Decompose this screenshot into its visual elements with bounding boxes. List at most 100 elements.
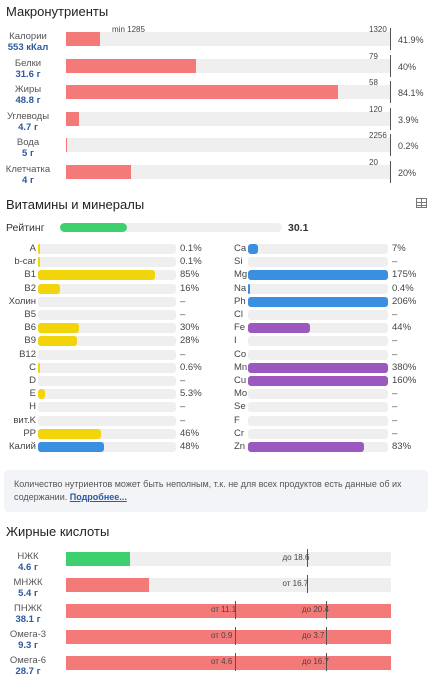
nutrient-label: B6 (24, 322, 36, 334)
nutrient-bar (38, 323, 176, 334)
fat-name: ПНЖК (14, 603, 42, 614)
fat-bar (66, 604, 391, 618)
more-link[interactable]: Подробнее... (69, 492, 127, 502)
fat-name: НЖК (17, 551, 39, 562)
fat-name: МНЖК (13, 577, 43, 588)
nutrient-fill (248, 283, 251, 294)
macro-norm-value: 120 (369, 104, 383, 114)
nutrient-label: вит.K (13, 414, 36, 426)
nutrient-bar (38, 336, 176, 347)
nutrient-bar (248, 323, 388, 334)
nutrient-fill (38, 323, 80, 334)
nutrient-bar (38, 349, 176, 360)
fat-value: 4.6 г (18, 562, 38, 573)
macro-percent: 20% (398, 167, 417, 178)
nutrient-percent: 5.3% (180, 388, 202, 400)
macro-norm-line (390, 54, 391, 77)
nutrient-label: b-car (14, 256, 36, 268)
fat-value: 9.3 г (18, 640, 38, 651)
nutrient-percent: 48% (180, 441, 200, 452)
nutrient-fill (248, 362, 388, 373)
table-icon[interactable] (416, 198, 427, 208)
nutrient-label: Zn (234, 441, 246, 452)
fat-norm-line (306, 575, 308, 593)
nutrient-percent: – (392, 348, 398, 360)
nutrient-percent: – (180, 414, 186, 426)
macro-fill (66, 32, 101, 46)
fats-title: Жирные кислоты (6, 524, 110, 539)
macro-name: Белки (14, 57, 42, 69)
fat-fill (66, 552, 131, 566)
macro-norm-value: 58 (369, 78, 378, 87)
macro-norm-line (390, 81, 391, 103)
nutrient-bar (248, 283, 388, 294)
fat-norm-value: до 18.6 (282, 553, 310, 562)
nutrient-bar (38, 270, 176, 281)
macro-fill (66, 85, 339, 99)
macro-percent: 0.2% (398, 141, 419, 151)
nutrient-percent: 83% (392, 441, 412, 452)
nutrient-percent: – (392, 427, 398, 439)
macro-value: 4 г (22, 174, 34, 186)
macro-percent: 41.9% (398, 35, 424, 45)
nutrient-percent: – (392, 335, 398, 347)
nutrient-label: Si (234, 256, 243, 268)
nutrient-fill (248, 296, 388, 307)
nutrient-label: A (29, 243, 36, 254)
rating-label: Рейтинг (6, 222, 45, 234)
macro-norm-value: 20 (369, 157, 378, 167)
nutrient-fill (38, 362, 41, 373)
nutrient-label: Холин (8, 295, 36, 307)
fat-norm-line (306, 549, 308, 567)
nutrient-label: B1 (24, 269, 36, 281)
nutrient-label: E (29, 388, 36, 400)
macro-label: Вода 5 г (0, 137, 56, 159)
nutrient-percent: 46% (180, 427, 200, 439)
nutrient-fill (248, 323, 310, 334)
nutrient-bar (38, 362, 176, 373)
nutrient-bar (38, 257, 176, 268)
nutrient-label: F (234, 414, 240, 426)
nutrient-label: B12 (19, 348, 36, 360)
nutrient-bar (38, 428, 176, 439)
fat-bar (66, 552, 391, 566)
nutrient-label: Ph (234, 295, 246, 307)
nutrient-bar (248, 442, 388, 452)
nutrient-percent: 0.1% (180, 243, 202, 254)
nutrient-bar (248, 270, 388, 281)
fat-bar (66, 656, 391, 670)
macro-bar (66, 58, 390, 73)
fat-bar (66, 578, 391, 592)
nutrient-bar (248, 244, 388, 254)
macro-bar (66, 164, 390, 179)
macro-norm-value: 79 (369, 51, 378, 61)
macro-min-value: min 1285 (112, 25, 145, 34)
fat-fill (66, 656, 391, 670)
nutrient-percent: – (392, 256, 398, 268)
nutrient-percent: – (392, 414, 398, 426)
nutrient-label: Ca (234, 243, 247, 254)
macro-fill (66, 111, 79, 126)
fat-norm-value: от 4.6 (211, 657, 233, 666)
macro-percent: 3.9% (398, 114, 419, 125)
info-note: Количество нутриентов может быть неполны… (4, 470, 428, 512)
nutrient-bar (38, 402, 176, 413)
nutrient-bar (38, 244, 176, 254)
macro-percent: 40% (398, 61, 417, 72)
nutrient-label: Mn (234, 361, 248, 373)
nutrient-bar (248, 296, 388, 307)
nutrient-label: B2 (24, 282, 36, 294)
fat-label: МНЖК 5.4 г (0, 577, 56, 599)
nutrient-bar (38, 376, 176, 386)
fat-label: Омега-6 28.7 г (0, 655, 56, 677)
fat-fill (66, 604, 391, 618)
nutrient-bar (248, 349, 388, 360)
nutrient-percent: 44% (392, 322, 412, 334)
nutrient-bar (38, 415, 176, 426)
nutrient-fill (38, 283, 61, 294)
nutrient-fill (248, 442, 365, 452)
macro-name: Углеводы (6, 110, 50, 122)
nutrient-fill (38, 428, 102, 439)
macro-bar (66, 138, 390, 152)
nutrient-fill (38, 336, 77, 347)
